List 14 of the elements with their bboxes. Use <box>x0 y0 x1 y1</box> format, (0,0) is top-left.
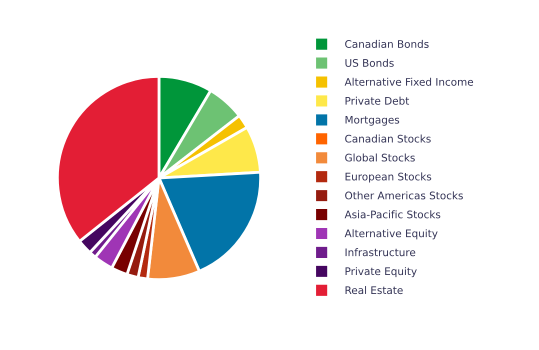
legend-label: Real Estate <box>346 286 403 294</box>
legend-label: Alternative Fixed Income <box>344 78 474 86</box>
legend-label: Alternative Equity <box>344 229 438 240</box>
legend-label: Infrastructure <box>346 248 416 256</box>
legend-label: European Stocks <box>346 172 432 183</box>
legend-label: Private Debt <box>346 96 410 105</box>
legend-label: Mortgages <box>346 116 400 126</box>
legend-label: Canadian Stocks <box>345 134 431 143</box>
legend-label: Other Americas Stocks <box>345 191 463 200</box>
legend-label: Global Stocks <box>345 153 415 162</box>
legend-label: US Bonds <box>345 58 394 67</box>
legend-label: Canadian Bonds <box>345 40 429 48</box>
legend-label: Private Equity <box>346 267 417 278</box>
legend-label: Asia-Pacific Stocks <box>344 210 440 218</box>
